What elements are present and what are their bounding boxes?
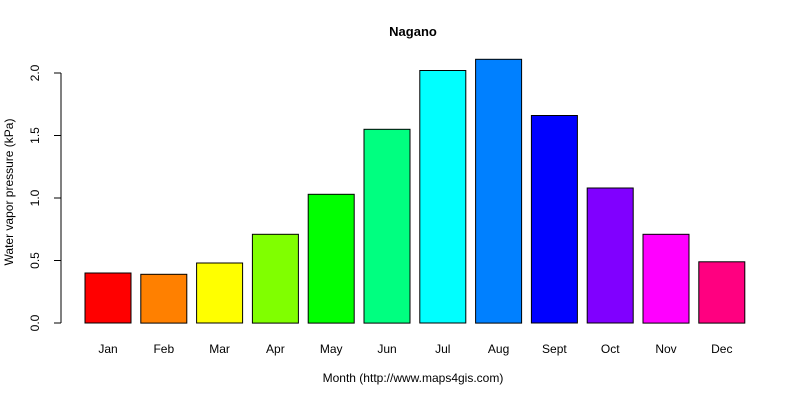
y-tick-label: 2.0 [28, 64, 42, 81]
x-axis-labels: Jan Feb Mar Apr May Jun Jul Aug Sept Oct Nov Dec [98, 342, 732, 356]
bar-sept [530, 115, 578, 324]
bar-feb [140, 273, 188, 324]
bar-jul [419, 70, 467, 324]
y-tick-label: 0.0 [28, 314, 42, 331]
bar-nov [642, 233, 690, 324]
y-axis-label: Water vapor pressure (kPa) [2, 119, 16, 266]
x-tick-label-jun: Jun [377, 342, 396, 356]
x-tick-label-oct: Oct [601, 342, 620, 356]
x-tick-label-mar: Mar [209, 342, 230, 356]
bar-oct [586, 187, 634, 324]
x-tick-label-jul: Jul [435, 342, 450, 356]
bar-mar [196, 262, 244, 324]
x-axis-label: Month (http://www.maps4gis.com) [323, 371, 504, 385]
y-tick-label: 1.5 [28, 127, 42, 144]
y-axis: 0.0 0.5 1.0 1.5 2.0 [28, 64, 62, 331]
x-tick-label-may: May [320, 342, 343, 356]
bar-dec [698, 261, 746, 324]
x-tick-label-jan: Jan [98, 342, 117, 356]
x-tick-label-apr: Apr [266, 342, 285, 356]
bar-group [84, 58, 746, 324]
x-tick-label-feb: Feb [153, 342, 174, 356]
x-tick-label-nov: Nov [655, 342, 676, 356]
x-tick-label-aug: Aug [488, 342, 509, 356]
y-tick-label: 0.5 [28, 252, 42, 269]
bar-apr [251, 233, 299, 324]
x-tick-label-dec: Dec [711, 342, 732, 356]
chart-title: Nagano [389, 24, 437, 39]
bar-may [307, 193, 355, 324]
x-tick-label-sept: Sept [542, 342, 567, 356]
bar-jan [84, 272, 132, 324]
bar-aug [475, 58, 523, 324]
bar-jun [363, 128, 411, 324]
y-tick-label: 1.0 [28, 189, 42, 206]
